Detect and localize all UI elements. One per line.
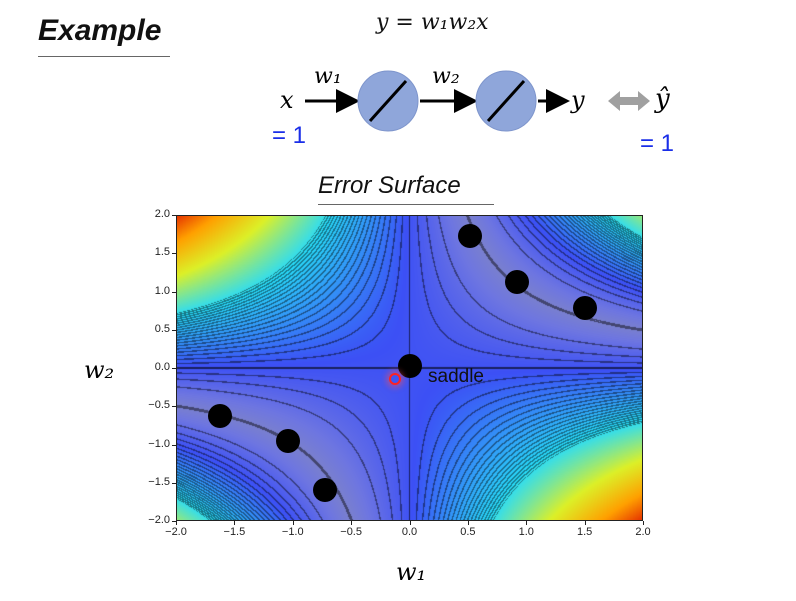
target-label: ŷ [655, 84, 670, 114]
x-tick-label: −1.0 [281, 526, 304, 538]
saddle-annotation: saddle [428, 366, 484, 387]
y-tick-label: −1.0 [148, 437, 170, 450]
y-tick-mark [172, 291, 176, 293]
minimum-point [504, 269, 529, 294]
input-label: x [280, 86, 294, 114]
linear-activation-icon [368, 79, 408, 123]
x-tick-mark [526, 521, 528, 525]
current-point [389, 372, 402, 385]
y-tick-mark [172, 215, 176, 216]
x-tick-mark [467, 521, 469, 525]
x-tick-mark [234, 521, 236, 525]
y-tick-label: −2.0 [148, 514, 170, 526]
y-tick-label: 0.5 [154, 322, 170, 335]
y-tick-label: −0.5 [148, 399, 170, 412]
y-tick-mark [172, 444, 176, 446]
x-tick-label: 0.0 [401, 526, 418, 538]
slide-title: Example [38, 14, 162, 47]
x-tick-label: −2.0 [165, 526, 187, 538]
weight2-label: w₂ [432, 64, 460, 89]
y-tick-mark [172, 482, 176, 484]
weight1-label: w₁ [314, 64, 342, 89]
minimum-point [276, 428, 301, 453]
x-tick-label: −1.5 [223, 526, 246, 538]
y-tick-label: 1.5 [154, 246, 170, 259]
model-equation: y = w₁w₂x [376, 10, 489, 35]
minimum-point [572, 296, 597, 321]
x-axis-label: w₁ [396, 558, 427, 586]
x-tick-mark [351, 521, 353, 525]
saddle-point [397, 354, 422, 379]
y-tick-label: 1.0 [154, 284, 170, 297]
network-diagram [305, 70, 650, 132]
x-tick-label: 1.5 [576, 526, 593, 538]
y-tick-label: −1.5 [148, 475, 170, 488]
x-tick-label: 1.0 [518, 526, 534, 538]
x-tick-label: 2.0 [635, 526, 651, 538]
compare-double-arrow-icon [608, 91, 650, 111]
y-tick-mark [172, 253, 176, 255]
subtitle-underline [318, 204, 494, 205]
x-tick-mark [409, 521, 411, 525]
x-tick-mark [584, 521, 586, 525]
minimum-point [458, 224, 483, 249]
x-tick-mark [176, 521, 177, 525]
output-label: y [571, 86, 585, 114]
y-tick-mark [172, 521, 176, 522]
y-tick-label: 2.0 [154, 208, 170, 220]
linear-activation-icon [486, 79, 526, 123]
x-tick-mark [643, 521, 644, 525]
x-tick-label: −0.5 [340, 526, 362, 538]
y-tick-mark [172, 368, 176, 369]
input-value: = 1 [272, 122, 307, 149]
title-underline [38, 56, 170, 57]
y-tick-label: 0.0 [154, 361, 170, 373]
y-tick-mark [172, 329, 176, 331]
target-value: = 1 [640, 130, 675, 157]
error-surface-title: Error Surface [318, 172, 461, 199]
y-axis-label: w₂ [84, 356, 115, 384]
y-tick-mark [172, 406, 176, 408]
minimum-point [208, 404, 233, 429]
minimum-point [313, 478, 338, 503]
x-tick-label: 0.5 [460, 526, 476, 538]
x-tick-mark [292, 521, 294, 525]
